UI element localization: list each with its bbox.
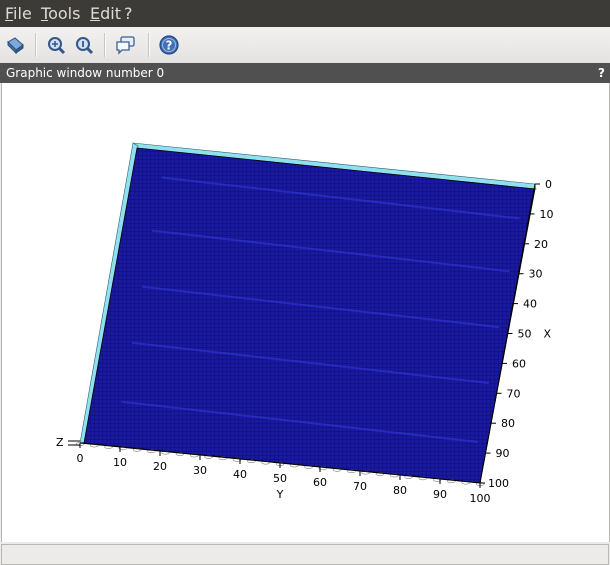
plot-canvas[interactable]: 0 10 20 30 40 50 60 70 80 90 100 X 0 10 20 30 40 50 60 70 80… xyxy=(1,83,610,542)
y-tick-label: 20 xyxy=(153,460,167,473)
x-tick-label: 100 xyxy=(488,477,509,490)
x-tick-label: 10 xyxy=(540,208,554,221)
x-tick-label: 50 xyxy=(518,328,532,341)
surface-ridge xyxy=(152,229,510,273)
surface-plot[interactable]: 0 10 20 30 40 50 60 70 80 90 100 X 0 10 20 30 40 50 60 70 80… xyxy=(2,83,609,542)
y-tick-label: 80 xyxy=(393,484,407,497)
y-tick-label: 60 xyxy=(313,476,327,489)
toolbar-separator xyxy=(35,33,37,57)
x-tick-label: 0 xyxy=(545,178,552,191)
toolbar-separator xyxy=(148,33,150,57)
x-tick-label: 40 xyxy=(523,298,537,311)
toolbar-separator xyxy=(104,33,106,57)
x-tick-label: 80 xyxy=(501,417,515,430)
status-bar xyxy=(1,544,609,565)
toolbar: ? xyxy=(0,27,610,64)
surface-ridge xyxy=(121,400,478,443)
y-tick-label: 90 xyxy=(433,488,447,501)
x-tick-label: 90 xyxy=(496,447,510,460)
surface-mesh xyxy=(83,147,536,484)
x-axis-label: X xyxy=(544,328,552,341)
rotate-icon[interactable] xyxy=(3,33,27,57)
svg-text:?: ? xyxy=(166,39,173,53)
surface-ridge xyxy=(161,176,520,220)
menu-edit[interactable]: Edit xyxy=(90,4,121,23)
window-help-button[interactable]: ? xyxy=(598,66,605,80)
menu-tools[interactable]: Tools xyxy=(41,4,81,23)
x-tick-label: 70 xyxy=(507,387,521,400)
menu-help[interactable]: ? xyxy=(124,4,133,23)
y-tick-label: 10 xyxy=(113,456,127,469)
z-axis-label: Z xyxy=(56,436,64,449)
help-icon[interactable]: ? xyxy=(157,33,181,57)
menu-bar: File Tools Edit ? xyxy=(0,0,610,27)
x-tick-label: 20 xyxy=(534,238,548,251)
graphic-window-titlebar: Graphic window number 0 ? xyxy=(0,63,610,83)
y-tick-label: 70 xyxy=(353,480,367,493)
y-tick-label: 40 xyxy=(233,468,247,481)
datatip-icon[interactable] xyxy=(114,33,138,57)
x-tick-label: 60 xyxy=(512,357,526,370)
menu-file[interactable]: File xyxy=(5,4,32,23)
window-title: Graphic window number 0 xyxy=(6,66,165,80)
surface-ridge xyxy=(131,341,489,385)
y-tick-label: 0 xyxy=(77,452,84,465)
y-tick-label: 100 xyxy=(470,492,491,505)
zoom-in-icon[interactable] xyxy=(44,33,68,57)
x-tick-label: 30 xyxy=(529,268,543,281)
y-tick-label: 30 xyxy=(193,464,207,477)
surface-ridge xyxy=(141,285,500,329)
y-axis-label: Y xyxy=(276,488,284,501)
y-tick-label: 50 xyxy=(273,472,287,485)
zoom-original-icon[interactable] xyxy=(72,33,96,57)
